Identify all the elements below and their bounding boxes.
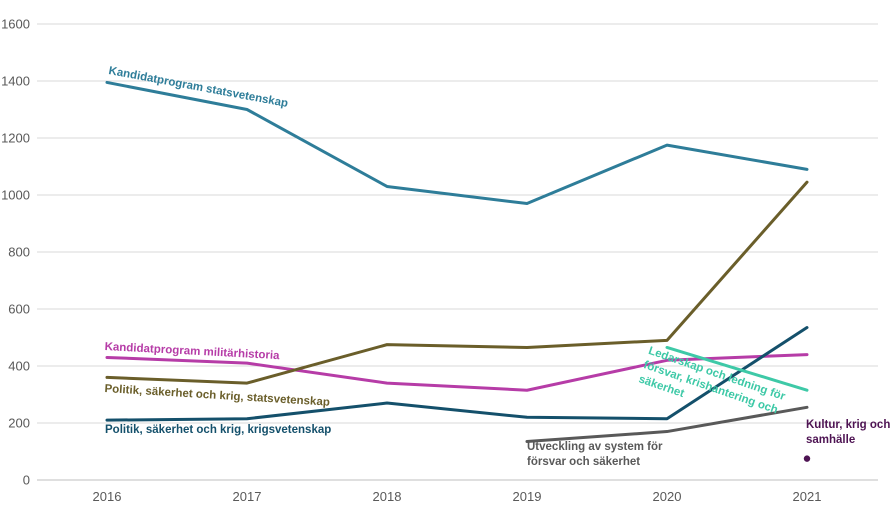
x-tick-label: 2019 — [513, 489, 542, 504]
y-tick-label: 200 — [8, 416, 30, 431]
series-line-3 — [105, 326, 809, 422]
y-tick-label: 400 — [8, 359, 30, 374]
series-line-5 — [525, 405, 809, 444]
x-tick-label: 2016 — [93, 489, 122, 504]
y-tick-label: 1200 — [1, 131, 30, 146]
series-line-0 — [105, 80, 809, 206]
y-tick-label: 1600 — [1, 17, 30, 32]
x-tick-label: 2017 — [233, 489, 262, 504]
y-tick-label: 600 — [8, 302, 30, 317]
y-tick-label: 0 — [23, 473, 30, 488]
series-line-1 — [105, 353, 809, 392]
x-tick-label: 2018 — [373, 489, 402, 504]
y-tick-label: 1000 — [1, 188, 30, 203]
x-tick-label: 2020 — [653, 489, 682, 504]
series-line-4 — [665, 345, 809, 392]
series-marker-6 — [803, 455, 811, 462]
y-tick-label: 1400 — [1, 74, 30, 89]
y-tick-label: 800 — [8, 245, 30, 260]
x-tick-label: 2021 — [793, 489, 822, 504]
series-line-2 — [105, 180, 809, 385]
